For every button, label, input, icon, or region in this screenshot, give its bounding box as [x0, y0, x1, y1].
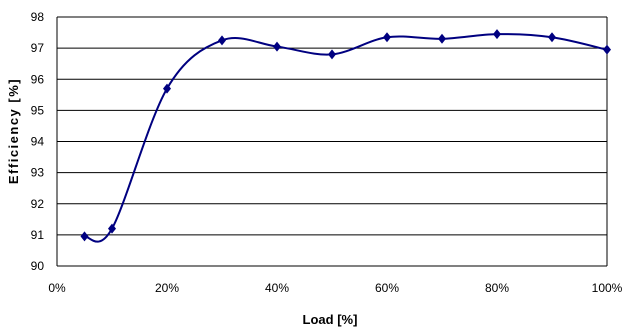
x-tick-labels: 0% 20% 40% 60% 80% 100% — [48, 281, 622, 295]
data-point-marker — [218, 35, 226, 46]
y-tick-label: 98 — [31, 10, 45, 24]
y-tick-label: 92 — [31, 197, 45, 211]
data-point-marker — [328, 49, 336, 60]
y-tick-labels: 90 91 92 93 94 95 96 97 98 — [31, 10, 45, 273]
data-point-marker — [603, 44, 611, 55]
data-point-marker — [273, 41, 281, 52]
y-axis-title: Efficiency [%] — [6, 78, 21, 184]
data-point-marker — [80, 231, 89, 242]
data-point-marker — [493, 29, 501, 40]
y-tick-label: 91 — [31, 228, 45, 242]
x-axis-title: Load [%] — [303, 312, 358, 327]
y-tick-label: 94 — [31, 135, 45, 149]
data-point-marker — [108, 223, 116, 234]
series-markers — [80, 29, 611, 242]
y-tick-label: 90 — [31, 259, 45, 273]
gridlines — [57, 16, 607, 267]
y-tick-label: 97 — [31, 41, 45, 55]
y-tick-label: 93 — [31, 166, 45, 180]
x-tick-label: 20% — [155, 281, 179, 295]
data-point-marker — [163, 83, 171, 94]
axes — [56, 17, 608, 267]
x-tick-label: 60% — [375, 281, 399, 295]
x-tick-label: 80% — [485, 281, 509, 295]
x-tick-label: 0% — [48, 281, 66, 295]
x-tick-label: 40% — [265, 281, 289, 295]
y-tick-label: 96 — [31, 72, 45, 86]
data-point-marker — [438, 33, 446, 44]
data-point-marker — [383, 32, 391, 43]
data-point-marker — [548, 32, 556, 43]
y-tick-label: 95 — [31, 103, 45, 117]
x-tick-label: 100% — [592, 281, 623, 295]
series-line — [84, 33, 608, 243]
